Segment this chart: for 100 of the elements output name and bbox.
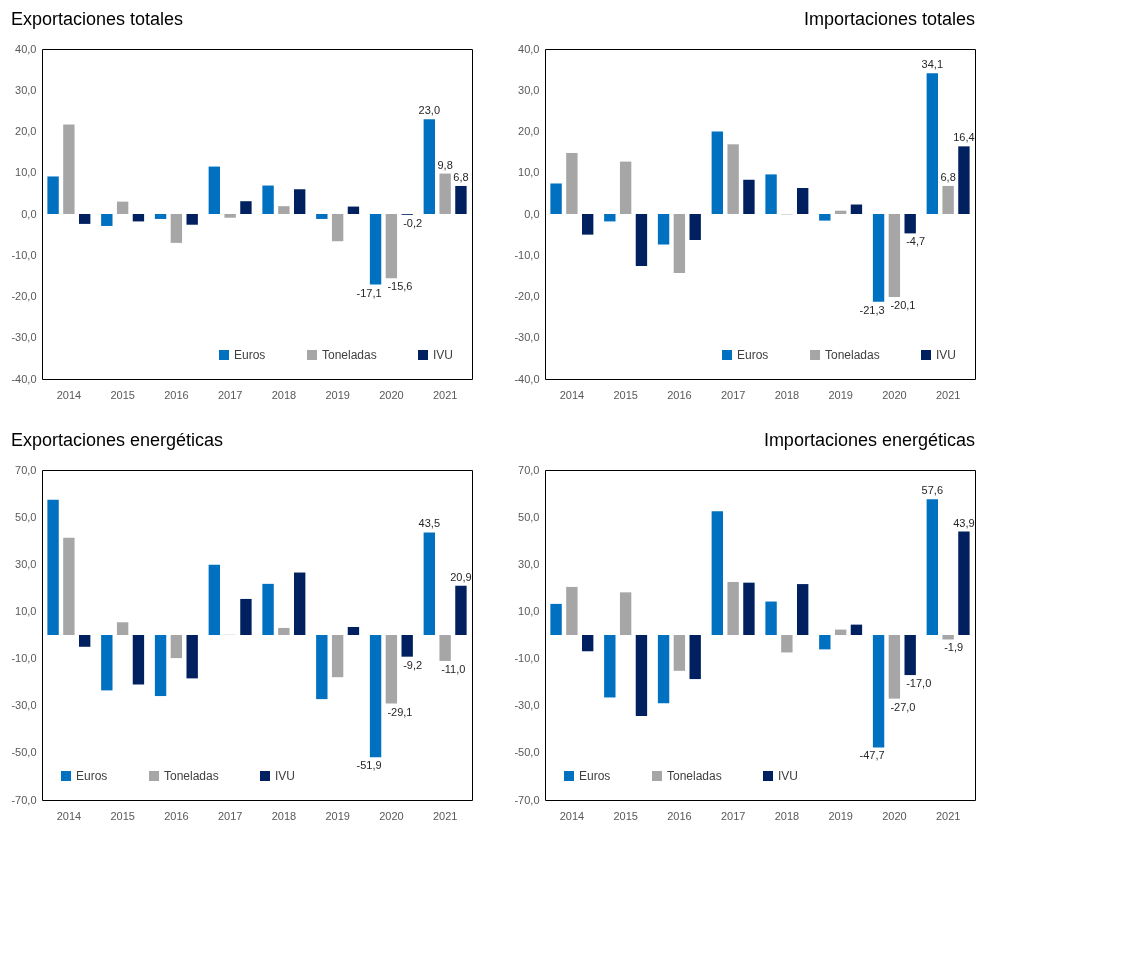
bar (262, 185, 274, 214)
legend-label: Euros (579, 769, 611, 783)
legend-label: Toneladas (164, 769, 219, 783)
data-label: -0,2 (403, 216, 423, 229)
y-tick-label: -50,0 (11, 746, 37, 759)
x-tick-label: 2016 (164, 809, 189, 822)
bar (240, 598, 252, 635)
bar (604, 635, 616, 698)
bar (278, 206, 290, 214)
y-tick-label: 70,0 (518, 463, 540, 476)
bar (455, 185, 467, 214)
bar (47, 176, 59, 214)
bar (132, 635, 145, 685)
data-label: 6,8 (453, 170, 469, 183)
bar (262, 583, 274, 635)
bar (958, 531, 970, 635)
y-tick-label: -40,0 (514, 372, 540, 385)
legend-label: IVU (275, 769, 296, 783)
data-label: -11,0 (441, 662, 466, 675)
x-tick-label: 2020 (379, 388, 404, 401)
bar (765, 174, 777, 214)
bar (743, 179, 755, 214)
bar (63, 537, 75, 635)
y-tick-label: -50,0 (514, 746, 540, 759)
bar (926, 73, 939, 214)
x-tick-label: 2018 (774, 388, 800, 401)
bar (331, 214, 344, 242)
data-label: -51,9 (356, 759, 382, 772)
y-tick-label: -30,0 (11, 331, 37, 344)
chart-title: Exportaciones totales (10, 9, 184, 29)
x-tick-label: 2016 (667, 388, 692, 401)
bar (673, 214, 686, 273)
legend-label: Euros (737, 348, 769, 362)
bar (278, 627, 290, 635)
x-tick-label: 2015 (613, 388, 638, 401)
bar (819, 635, 831, 650)
data-label: 6,8 (940, 170, 956, 183)
bar (154, 635, 167, 697)
data-label: -9,2 (403, 658, 423, 671)
y-tick-label: -70,0 (514, 793, 540, 806)
y-tick-label: 30,0 (15, 83, 37, 96)
bar (439, 635, 451, 661)
bar (657, 635, 670, 704)
bar (116, 201, 129, 214)
bar (186, 635, 198, 679)
bar (293, 572, 306, 635)
data-label: -47,7 (859, 749, 885, 762)
y-tick-label: 0,0 (21, 207, 37, 220)
bar (850, 624, 863, 635)
x-tick-label: 2014 (56, 388, 82, 401)
bar (63, 124, 75, 214)
x-tick-label: 2019 (325, 809, 350, 822)
data-label: -1,9 (944, 641, 964, 654)
legend-label: Toneladas (322, 348, 377, 362)
bar (208, 166, 221, 214)
bar (170, 635, 183, 659)
chart-title: Importaciones totales (803, 9, 975, 29)
y-tick-label: 50,0 (518, 510, 540, 523)
x-tick-label: 2018 (271, 388, 297, 401)
bar (581, 214, 594, 235)
bar (208, 564, 221, 635)
data-label: -17,0 (906, 677, 932, 690)
bar (550, 183, 562, 214)
bar (727, 581, 739, 635)
y-tick-label: 20,0 (518, 125, 540, 137)
data-label: 34,1 (921, 58, 944, 71)
x-tick-label: 2019 (828, 388, 853, 401)
bar (619, 592, 632, 635)
y-tick-label: -30,0 (11, 699, 37, 712)
bar (888, 214, 901, 297)
x-tick-label: 2021 (432, 388, 458, 401)
data-label: -29,1 (387, 705, 413, 718)
data-label: -4,7 (906, 235, 926, 248)
chart-title: Importaciones energéticas (763, 430, 975, 450)
bar (385, 214, 398, 279)
y-tick-label: 30,0 (15, 557, 37, 570)
y-tick-label: 10,0 (518, 604, 540, 617)
legend-label: Toneladas (825, 348, 880, 362)
data-label: -17,1 (356, 286, 382, 299)
bar (439, 173, 451, 214)
x-tick-label: 2015 (110, 809, 135, 822)
bar (186, 214, 198, 225)
y-tick-label: -10,0 (11, 248, 37, 261)
y-tick-label: -30,0 (514, 331, 540, 344)
x-tick-label: 2021 (432, 809, 458, 822)
bar (78, 635, 91, 647)
bar (316, 635, 328, 700)
x-tick-label: 2019 (828, 809, 853, 822)
bar (566, 586, 578, 635)
data-label: 9,8 (437, 158, 453, 171)
y-tick-label: -10,0 (514, 652, 540, 665)
y-tick-label: 50,0 (15, 510, 37, 523)
x-tick-label: 2021 (935, 388, 961, 401)
bar (781, 635, 793, 653)
bar (711, 131, 724, 214)
x-tick-label: 2020 (882, 388, 907, 401)
bar (942, 185, 954, 214)
bar (819, 214, 831, 221)
bar (581, 635, 594, 652)
bar (635, 635, 648, 717)
